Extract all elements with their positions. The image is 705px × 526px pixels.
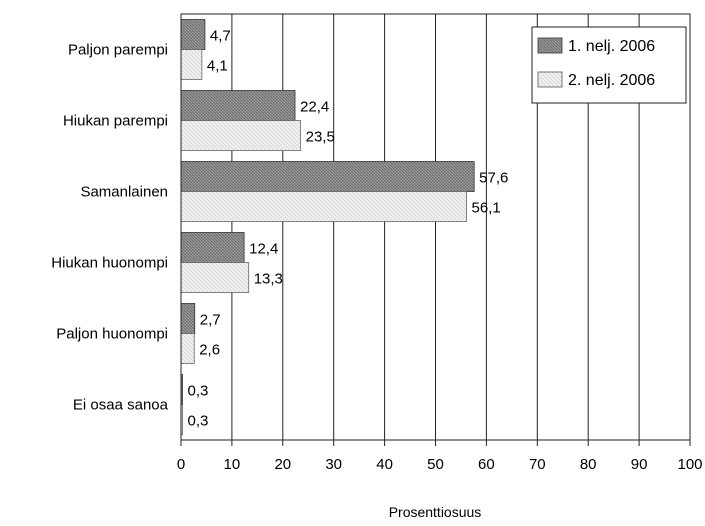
data-label: 56,1: [472, 200, 501, 217]
x-tick-label: 80: [580, 456, 597, 473]
x-tick-label: 50: [427, 456, 444, 473]
bar-series-2: [180, 333, 195, 364]
bar-series-2: [180, 191, 467, 222]
data-label: 2,7: [200, 312, 221, 329]
x-tick-label: 90: [631, 456, 648, 473]
legend-label-series-1: 1. nelj. 2006: [568, 38, 655, 55]
x-tick-label: 60: [478, 456, 495, 473]
bar-series-1: [180, 303, 196, 334]
bars: [180, 19, 475, 435]
data-label: 22,4: [300, 99, 329, 116]
bar-series-1: [180, 90, 296, 121]
bar-series-2: [180, 120, 302, 151]
bar-series-2: [180, 262, 250, 293]
x-tick-label: 0: [177, 456, 185, 473]
bar-series-1: [180, 19, 206, 50]
category-label: Paljon parempi: [68, 42, 168, 59]
data-label: 0,3: [188, 383, 209, 400]
category-label: Paljon huonompi: [56, 326, 168, 343]
category-label: Samanlainen: [80, 184, 168, 201]
data-label: 4,7: [210, 28, 231, 45]
x-tick-label: 30: [325, 456, 342, 473]
bar-series-1: [180, 161, 475, 192]
legend-swatch-series-1: [537, 37, 563, 54]
x-tick-label: 70: [529, 456, 546, 473]
category-label: Ei osaa sanoa: [73, 397, 169, 414]
x-tick-label: 40: [376, 456, 393, 473]
labels: 0 10 20 30 40 50 60 70 80 90 100 Paljon parempi 4,7 4…: [51, 28, 702, 474]
plot-frame: [180, 13, 691, 441]
legend-label-series-2: 2. nelj. 2006: [568, 72, 655, 89]
data-label: 2,6: [199, 342, 220, 359]
bar-series-2: [180, 49, 203, 80]
data-label: 12,4: [249, 241, 278, 258]
category-label: Hiukan huonompi: [51, 255, 168, 272]
data-label: 57,6: [479, 170, 508, 187]
data-label: 0,3: [188, 413, 209, 430]
x-tick-label: 100: [677, 456, 702, 473]
x-axis-title: Prosenttiosuus: [389, 504, 482, 520]
legend: 1. nelj. 2006 2. nelj. 2006: [531, 26, 687, 104]
data-label: 23,5: [306, 129, 335, 146]
legend-swatch-series-2: [537, 71, 563, 88]
category-label: Hiukan parempi: [63, 113, 168, 130]
data-label: 4,1: [207, 58, 228, 75]
x-tick-label: 20: [274, 456, 291, 473]
bar-series-1: [180, 232, 245, 263]
data-label: 13,3: [254, 271, 283, 288]
x-tick-label: 10: [224, 456, 241, 473]
